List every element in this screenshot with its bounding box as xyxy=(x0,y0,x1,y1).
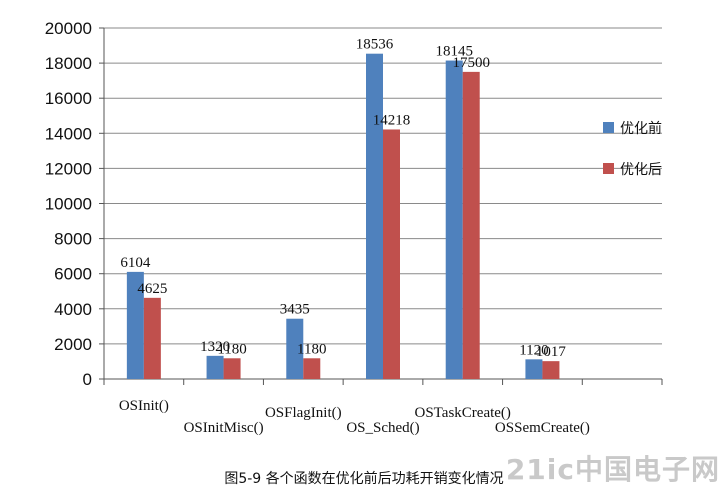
bar-before xyxy=(286,318,304,379)
data-label: 1320 xyxy=(200,339,230,355)
data-label: 3435 xyxy=(280,302,310,318)
legend-swatch xyxy=(603,122,614,133)
category-label: OSFlagInit() xyxy=(265,405,342,421)
data-label: 17500 xyxy=(452,55,490,71)
category-label: OSTaskCreate() xyxy=(415,405,511,421)
category-label: OSSemCreate() xyxy=(495,420,590,436)
y-tick-label: 10000 xyxy=(45,195,92,214)
bar-before xyxy=(206,355,224,379)
data-label: 14218 xyxy=(373,112,411,128)
category-label: OSInit() xyxy=(119,398,169,414)
data-label: 6104 xyxy=(120,255,151,271)
y-tick-labels: 0 2000 4000 6000 8000 10000 12000 14000 16000 180… xyxy=(45,19,92,389)
legend-label: 优化前 xyxy=(620,120,662,137)
bar-after xyxy=(143,297,161,379)
category-label: OS_Sched() xyxy=(346,420,419,436)
y-tick-label: 8000 xyxy=(54,230,92,249)
y-tick-label: 2000 xyxy=(54,335,92,354)
data-label: 1180 xyxy=(297,341,326,357)
data-label: 1017 xyxy=(536,344,567,360)
y-tick-label: 6000 xyxy=(54,265,92,284)
legend-swatch xyxy=(603,163,614,174)
y-tick-label: 0 xyxy=(83,370,92,389)
bar-chart: 0 2000 4000 6000 8000 10000 12000 14000 16000 180… xyxy=(45,19,663,436)
bar-after xyxy=(542,361,560,379)
category-labels: OSInit() OSInitMisc()OSFlagInit()OS_Sched… xyxy=(119,398,590,436)
bar-after xyxy=(303,358,321,379)
legend-label: 优化后 xyxy=(620,162,662,178)
bar-after xyxy=(383,129,400,379)
y-tick-label: 4000 xyxy=(54,300,92,319)
watermark: 21ic中国电子网 xyxy=(505,453,720,486)
data-labels: 6104462513201180343511801853614218181451… xyxy=(120,37,566,360)
bar-after xyxy=(223,358,241,379)
bar-before xyxy=(445,60,463,380)
data-label: 1120 xyxy=(519,342,548,358)
y-tick-label: 20000 xyxy=(45,19,92,38)
bar-before xyxy=(126,271,144,379)
y-tick-label: 12000 xyxy=(45,159,92,178)
data-label: 4625 xyxy=(137,281,167,297)
bar-after xyxy=(462,71,480,379)
category-label: OSInitMisc() xyxy=(184,420,264,436)
bar-before xyxy=(525,359,543,379)
bar-before xyxy=(366,53,383,379)
data-label: 1180 xyxy=(217,341,246,357)
data-label: 18536 xyxy=(356,37,394,53)
y-tick-label: 14000 xyxy=(45,124,92,143)
bars xyxy=(126,53,560,380)
figure-caption: 图5-9 各个函数在优化前后功耗开销变化情况 xyxy=(224,471,504,487)
y-tick-label: 16000 xyxy=(45,89,92,108)
y-tick-label: 18000 xyxy=(45,54,92,73)
data-label: 18145 xyxy=(435,44,473,60)
